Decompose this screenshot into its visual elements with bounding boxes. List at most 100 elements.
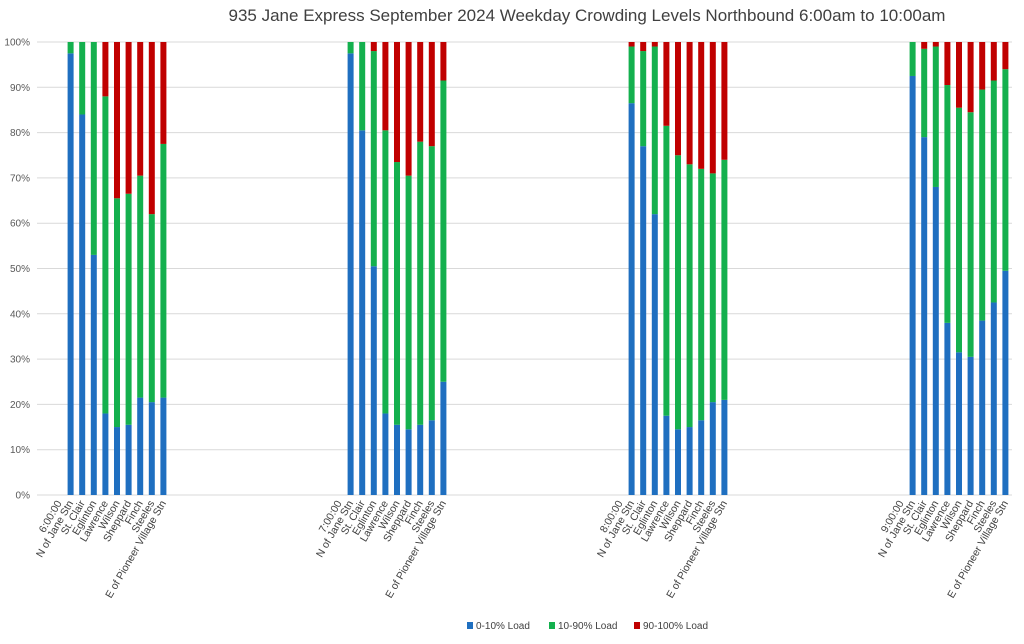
legend: 0-10% Load 10-90% Load 90-100% Load — [467, 621, 708, 632]
bar-segment — [944, 42, 951, 86]
bar-segment — [967, 112, 974, 357]
bar-segment — [405, 42, 412, 176]
bar-segment — [114, 42, 120, 199]
bar-segment — [440, 42, 447, 81]
bar-segment — [628, 42, 635, 47]
bar-segment — [967, 356, 974, 495]
bar-segment — [921, 42, 928, 49]
bar-segment — [721, 399, 728, 495]
bar-segment — [1002, 69, 1009, 271]
bar-segment — [148, 42, 155, 215]
bar-segment — [90, 254, 97, 495]
bar-segment — [382, 130, 389, 414]
bar-segment — [114, 198, 120, 428]
bar-segment — [663, 42, 670, 126]
gridlines — [37, 41, 1012, 496]
bars — [67, 42, 1009, 495]
bar-segment — [640, 146, 647, 495]
bar-segment — [90, 42, 97, 255]
bar-segment — [909, 42, 916, 76]
bar-segment — [405, 429, 412, 495]
bar-segment — [979, 320, 986, 495]
bar-segment — [932, 46, 939, 187]
bar-segment — [125, 42, 132, 194]
bar-segment — [148, 402, 155, 495]
bar-segment — [160, 42, 167, 144]
bar-segment — [979, 89, 986, 321]
bar-segment — [428, 146, 435, 421]
bar-segment — [417, 424, 424, 495]
y-tick-label: 40% — [10, 309, 30, 320]
bar-segment — [628, 103, 635, 495]
bar-segment — [909, 75, 916, 495]
bar-segment — [663, 125, 670, 416]
legend-swatch — [467, 622, 473, 629]
bar-segment — [370, 266, 377, 495]
bar-segment — [686, 42, 693, 165]
bar-segment — [709, 402, 716, 495]
bar-segment — [160, 397, 167, 495]
bar-segment — [979, 42, 986, 90]
bar-segment — [640, 42, 647, 52]
bar-segment — [347, 42, 354, 54]
bar-segment — [137, 175, 144, 398]
bar-segment — [686, 427, 693, 495]
bar-segment — [956, 352, 962, 495]
y-tick-label: 30% — [10, 355, 30, 366]
bar-segment — [932, 42, 939, 47]
legend-label: 0-10% Load — [476, 621, 530, 632]
bar-segment — [944, 85, 951, 323]
bar-segment — [440, 381, 447, 495]
bar-segment — [990, 302, 997, 495]
bar-segment — [102, 42, 109, 97]
bar-segment — [114, 427, 120, 495]
bar-segment — [67, 53, 74, 495]
bar-segment — [394, 162, 400, 425]
bar-segment — [125, 193, 132, 425]
bar-segment — [382, 413, 389, 495]
bar-segment — [651, 46, 658, 215]
y-tick-label: 50% — [10, 264, 30, 275]
bar-segment — [921, 48, 928, 138]
bar-segment — [709, 173, 716, 403]
y-tick-label: 100% — [4, 38, 30, 49]
bar-segment — [394, 424, 400, 495]
bar-segment — [956, 42, 962, 108]
bar-segment — [698, 42, 705, 169]
bar-segment — [921, 137, 928, 495]
bar-segment — [709, 42, 716, 174]
bar-segment — [944, 322, 951, 495]
bar-segment — [651, 42, 658, 47]
bar-segment — [102, 96, 109, 414]
y-tick-label: 80% — [10, 128, 30, 139]
bar-segment — [721, 159, 728, 400]
bar-segment — [359, 130, 366, 495]
bar-segment — [405, 175, 412, 430]
bar-segment — [698, 168, 705, 421]
chart-title: 935 Jane Express September 2024 Weekday … — [229, 6, 946, 25]
bar-segment — [102, 413, 109, 495]
y-tick-label: 70% — [10, 173, 30, 184]
bar-segment — [967, 42, 974, 113]
bar-segment — [370, 51, 377, 267]
bar-segment — [651, 214, 658, 495]
bar-segment — [417, 141, 424, 425]
bar-segment — [698, 420, 705, 495]
legend-label: 10-90% Load — [558, 621, 618, 632]
legend-swatch — [634, 622, 640, 629]
bar-segment — [137, 42, 144, 176]
bar-segment — [686, 164, 693, 428]
bar-segment — [675, 155, 681, 430]
y-axis-ticks: 0% 10% 20% 30% 40% 50% 60% 70% 80% 90% 100% — [4, 38, 30, 502]
bar-segment — [640, 51, 647, 147]
bar-segment — [1002, 42, 1009, 70]
bar-segment — [67, 42, 74, 54]
bar-segment — [79, 42, 86, 115]
bar-segment — [394, 42, 400, 163]
bar-segment — [675, 429, 681, 495]
bar-segment — [440, 80, 447, 382]
bar-segment — [148, 214, 155, 403]
y-tick-label: 60% — [10, 219, 30, 230]
